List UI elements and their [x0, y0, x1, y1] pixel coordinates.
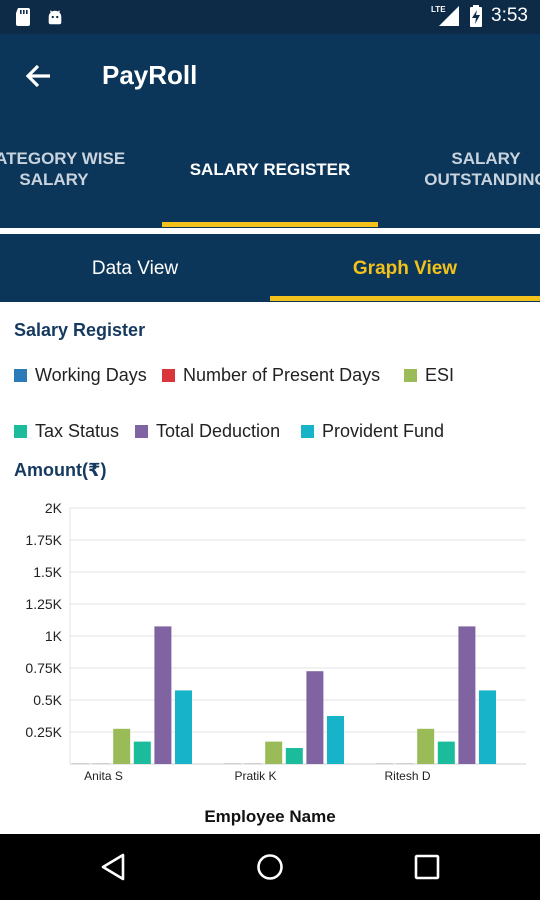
legend-label: Number of Present Days	[183, 365, 381, 385]
y-tick-label: 0.75K	[25, 660, 62, 676]
tab-label-line2: OUTSTANDING	[424, 170, 540, 189]
tab-salary-register[interactable]: SALARY REGISTER	[160, 159, 380, 180]
legend-item-tax-status: Tax Status	[14, 421, 119, 442]
legend-item-working-days: Working Days	[14, 365, 147, 386]
bar-tax-status	[133, 741, 151, 764]
tab-label-line2: SALARY	[19, 170, 89, 189]
legend-swatch	[301, 425, 314, 438]
legend-item-total-deduction: Total Deduction	[135, 421, 280, 442]
bar-total-deduction	[458, 626, 476, 764]
tab-label-line1: CATEGORY WISE	[0, 149, 126, 168]
system-nav-bar	[0, 834, 540, 900]
bar-provident-fund	[479, 690, 496, 764]
graph-content: Salary Register Working Days Number of P…	[0, 302, 540, 834]
y-tick-label: 1.5K	[33, 564, 62, 580]
bar-esi	[265, 741, 283, 764]
legend-item-provident-fund: Provident Fund	[301, 421, 444, 442]
app-bar: PayRoll	[0, 34, 540, 118]
view-tab-bar: Data View Graph View	[0, 234, 540, 302]
android-icon	[48, 10, 62, 25]
legend-label: Total Deduction	[156, 421, 281, 441]
legend-swatch	[162, 369, 175, 382]
legend-label: Tax Status	[35, 421, 120, 441]
sd-card-icon	[16, 8, 30, 26]
x-axis-title: Employee Name	[204, 807, 336, 826]
y-tick-label: 1.75K	[25, 532, 62, 548]
section-title: Salary Register	[14, 320, 146, 340]
tab-category-wise-salary[interactable]: CATEGORY WISE SALARY	[0, 148, 164, 190]
legend-swatch	[135, 425, 148, 438]
active-tab-indicator	[162, 222, 378, 227]
y-tick-label: 1.25K	[25, 596, 62, 612]
bar-chart: 0.25K 0.5K 0.75K 1K 1.25K 1.5K 1.75K 2K Anita S P…	[25, 500, 526, 783]
bar-provident-fund	[175, 690, 192, 764]
legend-item-present-days: Number of Present Days	[162, 365, 380, 386]
legend-label: Provident Fund	[322, 421, 445, 441]
legend-label: Working Days	[35, 365, 147, 385]
legend-swatch	[14, 369, 27, 382]
page-title: PayRoll	[102, 60, 198, 90]
legend-swatch	[404, 369, 417, 382]
legend-item-esi: ESI	[404, 365, 454, 386]
tab-data-view[interactable]: Data View	[91, 258, 179, 279]
bar-tax-status	[285, 748, 303, 764]
clock: 3:53	[491, 5, 528, 26]
x-tick-label: Ritesh D	[384, 769, 430, 783]
tab-salary-outstanding[interactable]: SALARY OUTSTANDING	[376, 148, 540, 190]
home-circle-icon[interactable]	[253, 850, 287, 884]
arrow-left-icon[interactable]	[20, 58, 56, 94]
x-tick-label: Pratik K	[234, 769, 276, 783]
bar-esi	[417, 728, 435, 764]
tab-label-line1: SALARY	[451, 149, 521, 168]
bar-provident-fund	[327, 716, 344, 764]
bar-total-deduction	[306, 671, 324, 764]
y-axis-title: Amount(₹)	[14, 460, 107, 480]
legend-swatch	[14, 425, 27, 438]
top-tab-bar: CATEGORY WISE SALARY SALARY REGISTER SAL…	[0, 118, 540, 228]
y-tick-label: 0.5K	[33, 692, 62, 708]
bar-total-deduction	[154, 626, 172, 764]
bar-tax-status	[437, 741, 455, 764]
y-tick-label: 0.25K	[25, 724, 62, 740]
y-tick-label: 2K	[45, 500, 63, 516]
legend-label: ESI	[425, 365, 455, 385]
tab-label-line1: SALARY REGISTER	[189, 160, 351, 179]
active-view-indicator	[270, 296, 540, 301]
signal-icon	[439, 6, 460, 26]
x-tick-label: Anita S	[84, 769, 123, 783]
bar-esi	[113, 728, 131, 764]
back-triangle-icon[interactable]	[97, 850, 131, 884]
battery-charging-icon	[470, 5, 483, 27]
network-type: LTE	[431, 5, 446, 14]
status-bar: LTE 3:53	[0, 0, 540, 34]
tab-graph-view[interactable]: Graph View	[352, 258, 458, 279]
y-tick-label: 1K	[45, 628, 63, 644]
recents-square-icon[interactable]	[410, 850, 444, 884]
